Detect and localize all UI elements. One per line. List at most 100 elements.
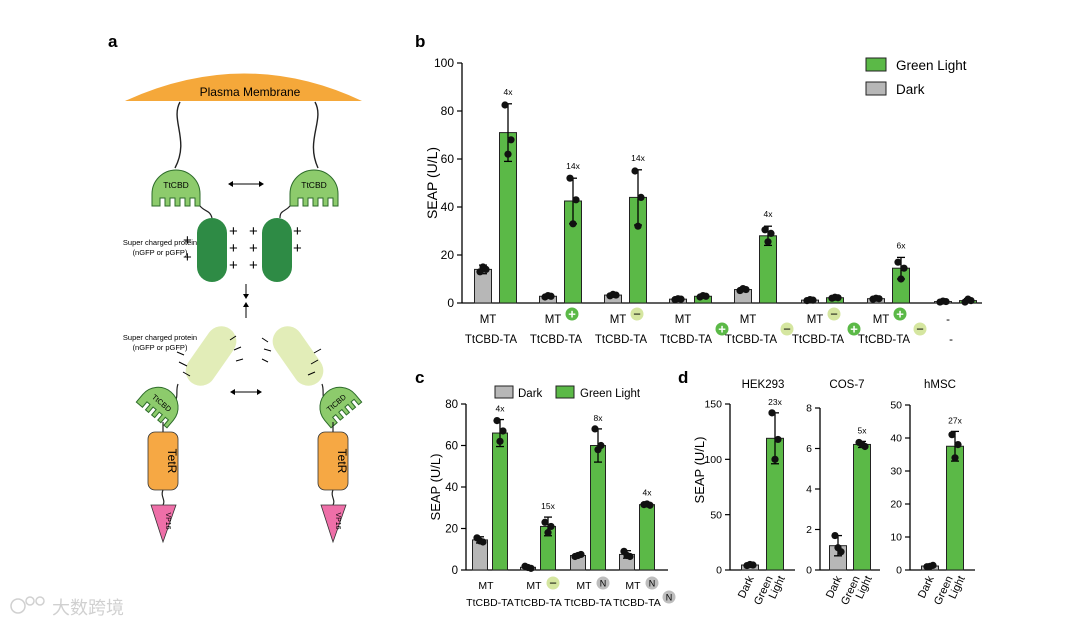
x-category-line1: MT [873, 314, 890, 326]
panel-label-c: c [415, 368, 424, 387]
fold-change-label: 15x [541, 501, 555, 511]
tetr-label-left: TetR [165, 449, 179, 474]
data-point [479, 263, 487, 271]
fold-change-label: 4x [764, 209, 774, 219]
linker-left [199, 205, 213, 219]
badge-symbol: − [830, 307, 838, 322]
data-point [637, 193, 645, 201]
badge-symbol: + [718, 322, 726, 337]
charge-plus: + [293, 240, 302, 257]
data-point [609, 290, 617, 298]
n-badge-icon [662, 590, 676, 604]
n-badge-icon [645, 576, 659, 590]
x-category-line2: TtCBD-TA [530, 334, 583, 346]
data-point [806, 296, 814, 304]
charged-protein-pale-right [272, 326, 324, 386]
subplot-title: COS-7 [829, 379, 864, 391]
x-category-line2: TtCBD-TA [858, 334, 911, 346]
data-point [761, 226, 769, 234]
data-point [541, 518, 549, 526]
badge-symbol: N [649, 579, 656, 589]
data-point [951, 454, 959, 462]
data-point [900, 264, 908, 272]
data-point [872, 294, 880, 302]
charge-symbols: + + + + + + + + + + [183, 223, 302, 274]
badge-symbol: + [896, 307, 904, 322]
charge-plus: + [249, 223, 258, 240]
tetr-label-right: TetR [335, 449, 349, 474]
data-point [623, 551, 631, 560]
y-tick-label: 80 [445, 399, 458, 411]
badge-symbol: − [633, 307, 641, 322]
data-point [499, 427, 507, 435]
x-category-line2: TtCBD-TA [466, 597, 514, 609]
vp16-label-left: VP16 [164, 512, 171, 529]
charge-plus: + [229, 240, 238, 257]
badge-symbol: − [549, 576, 557, 591]
vp16-label-right: VP16 [334, 512, 341, 529]
y-axis-label: SEAP (U/L) [428, 454, 443, 521]
ttcbd-tilted-left: TtCBD [135, 386, 179, 429]
fold-change-label: 27x [948, 415, 962, 425]
fold-change-label: 8x [594, 413, 604, 423]
bar [492, 432, 508, 571]
data-point [831, 293, 839, 301]
badge-symbol: + [850, 322, 858, 337]
vp16-right [320, 504, 347, 544]
data-point [768, 409, 776, 417]
legend-swatch-green-light [865, 57, 887, 72]
data-point [926, 562, 934, 570]
x-category-line1: MT [480, 314, 497, 326]
panel-label-a: a [108, 32, 118, 51]
y-tick-label: 40 [445, 482, 458, 494]
y-tick-label: 50 [890, 400, 902, 412]
data-point [948, 431, 956, 439]
data-point [496, 437, 504, 445]
y-tick-label: 100 [704, 454, 722, 466]
data-point [834, 544, 842, 552]
legend-label-dark: Dark [518, 388, 543, 400]
y-tick-label: 40 [441, 200, 455, 214]
y-tick-label: 30 [890, 466, 902, 478]
x-category-line1: MT [545, 314, 562, 326]
charged-protein-caption-4: (nGFP or pGFP) [133, 343, 188, 352]
charged-protein-left [197, 218, 227, 282]
charge-plus: + [249, 240, 258, 257]
data-point [774, 435, 782, 444]
legend-swatch-green-light [555, 385, 575, 399]
legend-swatch-dark [494, 385, 514, 399]
data-point [939, 297, 947, 305]
data-point [764, 238, 772, 246]
charged-protein-caption-1: Super charged protein [123, 238, 197, 247]
y-tick-label: 0 [896, 565, 902, 577]
tether-right [312, 101, 319, 169]
x-category-line1: MT [478, 580, 494, 592]
data-point [894, 258, 902, 266]
y-tick-label: 4 [806, 484, 812, 496]
panel-label-d: d [678, 368, 688, 387]
minus-badge-icon [827, 307, 841, 321]
bar [590, 445, 606, 571]
fold-change-label: 4x [504, 87, 514, 97]
fold-change-label: 6x [897, 240, 907, 250]
data-point [572, 196, 580, 204]
y-tick-label: 150 [704, 399, 722, 411]
y-tick-label: 80 [441, 104, 455, 118]
bar [639, 504, 655, 571]
data-point [767, 229, 775, 237]
watermark: 大数跨境 [10, 596, 124, 619]
badge-symbol: N [666, 593, 673, 603]
y-tick-label: 0 [716, 565, 722, 577]
x-category-line1: MT [807, 314, 824, 326]
bar [946, 445, 964, 571]
y-tick-label: 60 [445, 441, 458, 453]
charged-protein-caption-3: Super charged protein [123, 333, 197, 342]
y-tick-label: 20 [445, 524, 458, 536]
y-tick-label: 100 [434, 56, 454, 70]
x-category-line1: MT [576, 580, 592, 592]
badge-symbol: + [568, 307, 576, 322]
n-badge-icon [596, 576, 610, 590]
x-category-line1: MT [740, 314, 757, 326]
badge-symbol: − [916, 322, 924, 337]
x-category-line2: TtCBD-TA [595, 334, 648, 346]
